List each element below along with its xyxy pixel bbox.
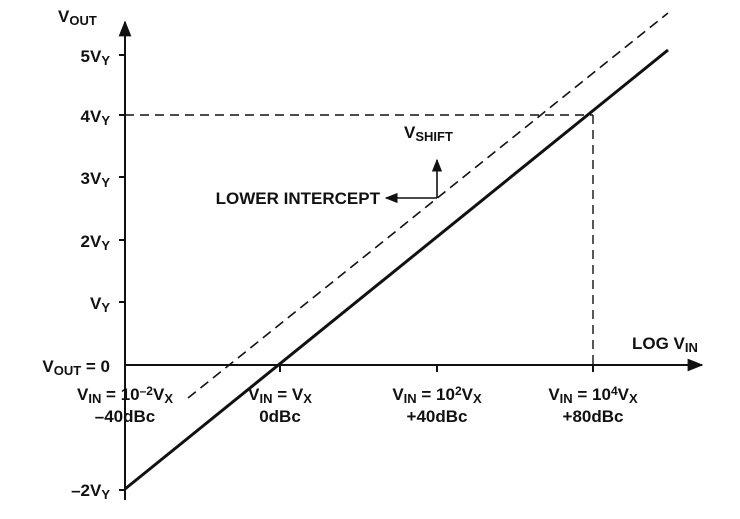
x-tick-label: VIN = 104VX [548,384,638,406]
text-run: IN [560,391,573,406]
text-run: OUT [69,13,97,28]
text-run: V [248,385,260,404]
text-run: Y [101,300,110,315]
text-run: IN [88,391,101,406]
text-run: V [153,385,165,404]
text-run: 3V [81,169,102,188]
text-run: X [473,391,482,406]
text-run: 2 [455,384,462,398]
text-run: IN [259,391,272,406]
y-tick-label: VY [90,294,110,315]
text-run: SHIFT [415,129,453,144]
text-run: –2 [140,384,154,398]
x-tick-sublabel: –40dBc [95,407,155,426]
text-run: V [77,385,89,404]
x-tick-label: VIN = 102VX [392,384,482,406]
y-tick-label: VOUT = 0 [42,357,110,378]
y-axis-label: VOUT [58,7,97,28]
y-tick-label: –2VY [71,481,110,502]
text-run: = 0 [81,357,110,376]
y-tick-label: 3VY [81,169,111,190]
shifted-line [187,12,669,399]
text-run: Y [101,487,110,502]
text-run: V [392,385,404,404]
intercept-label: LOWER INTERCEPT [216,189,381,208]
text-run: Y [101,238,110,253]
transfer-line [124,48,669,491]
x-tick-label: VIN = VX [248,385,312,406]
text-run: LOG V [632,334,686,353]
text-run: V [42,357,54,376]
y-tick-label: 4VY [81,107,111,128]
y-tick-label: 5VY [81,47,111,68]
text-run: 4V [81,107,102,126]
text-run: 5V [81,47,102,66]
text-run: IN [685,340,698,355]
text-run: = 10 [417,385,455,404]
text-run: V [58,7,70,26]
shift-label: VSHIFT [404,123,453,144]
text-run: V [462,385,474,404]
text-run: = 10 [101,385,139,404]
text-run: X [629,391,638,406]
text-run: OUT [54,363,82,378]
text-run: V [548,385,560,404]
text-run: IN [404,391,417,406]
axes [118,12,704,500]
text-run: –2V [71,481,102,500]
text-run: V [90,294,102,313]
y-tick-label: 2VY [81,232,111,253]
text-run: Y [101,113,110,128]
x-tick-label: VIN = 10–2VX [77,384,173,406]
text-run: X [164,391,173,406]
text-run: = 10 [573,385,611,404]
text-run: V [404,123,416,142]
text-run: X [303,391,312,406]
text-run: 4 [611,384,618,398]
x-axis-label: LOG VIN [632,334,698,355]
x-tick-sublabel: 0dBc [259,407,301,426]
text-run: Y [101,175,110,190]
tick-marks [119,54,594,491]
x-tick-sublabel: +80dBc [563,407,624,426]
text-run: = V [272,385,303,404]
x-tick-sublabel: +40dBc [407,407,468,426]
text-run: Y [101,53,110,68]
text-run: LOWER INTERCEPT [216,189,381,208]
text-run: 2V [81,232,102,251]
text-run: V [618,385,630,404]
